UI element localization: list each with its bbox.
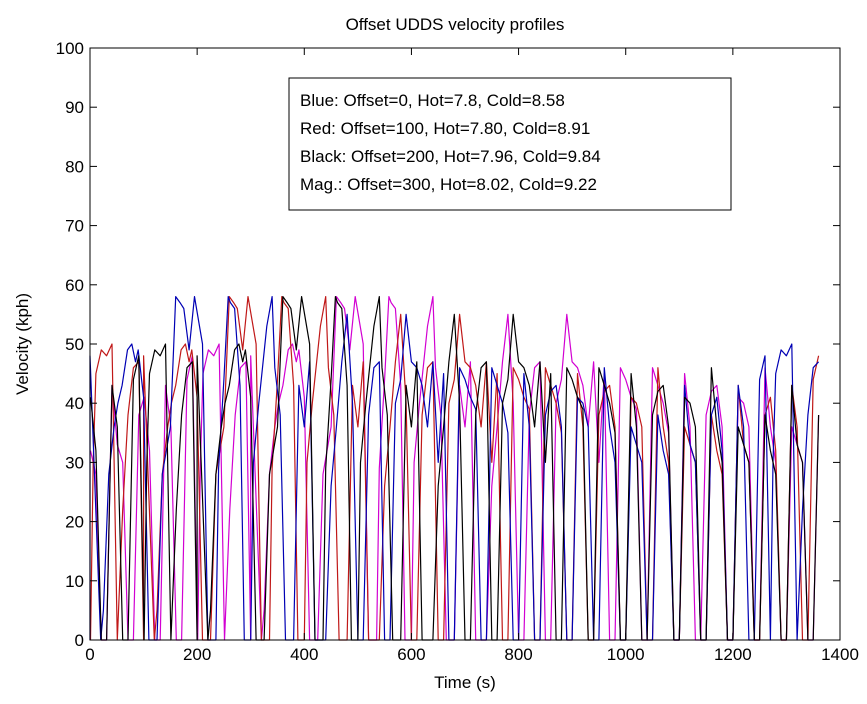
x-axis: 0 200 400 600 800 1000 1200 1400 bbox=[85, 48, 859, 664]
y-tick-label: 70 bbox=[65, 217, 84, 236]
x-tick-label: 1400 bbox=[821, 645, 859, 664]
y-tick-label: 90 bbox=[65, 98, 84, 117]
chart-title: Offset UDDS velocity profiles bbox=[346, 15, 565, 34]
legend-box bbox=[288, 77, 732, 211]
x-tick-label: 0 bbox=[85, 645, 94, 664]
x-tick-label: 1000 bbox=[607, 645, 645, 664]
y-tick-label: 80 bbox=[65, 157, 84, 176]
y-tick-label: 100 bbox=[56, 39, 84, 58]
y-tick-label: 0 bbox=[75, 631, 84, 650]
legend-entry: Red: Offset=100, Hot=7.80, Cold=8.91 bbox=[300, 119, 590, 138]
legend-entry: Blue: Offset=0, Hot=7.8, Cold=8.58 bbox=[300, 91, 565, 110]
legend-entry: Black: Offset=200, Hot=7.96, Cold=9.84 bbox=[300, 147, 601, 166]
y-tick-label: 60 bbox=[65, 276, 84, 295]
y-axis: 0 10 20 30 40 50 60 70 80 90 100 bbox=[56, 39, 840, 650]
legend-entry: Mag.: Offset=300, Hot=8.02, Cold=9.22 bbox=[300, 175, 597, 194]
x-tick-label: 400 bbox=[290, 645, 318, 664]
x-tick-label: 600 bbox=[397, 645, 425, 664]
x-tick-label: 1200 bbox=[714, 645, 752, 664]
x-tick-label: 800 bbox=[504, 645, 532, 664]
y-tick-label: 30 bbox=[65, 453, 84, 472]
y-tick-label: 20 bbox=[65, 513, 84, 532]
y-tick-label: 40 bbox=[65, 394, 84, 413]
legend: Blue: Offset=0, Hot=7.8, Cold=8.58 Red: … bbox=[288, 77, 732, 211]
y-tick-label: 50 bbox=[65, 335, 84, 354]
y-tick-label: 10 bbox=[65, 572, 84, 591]
x-axis-label: Time (s) bbox=[434, 673, 496, 692]
x-tick-label: 200 bbox=[183, 645, 211, 664]
y-axis-label: Velocity (kph) bbox=[13, 293, 32, 395]
